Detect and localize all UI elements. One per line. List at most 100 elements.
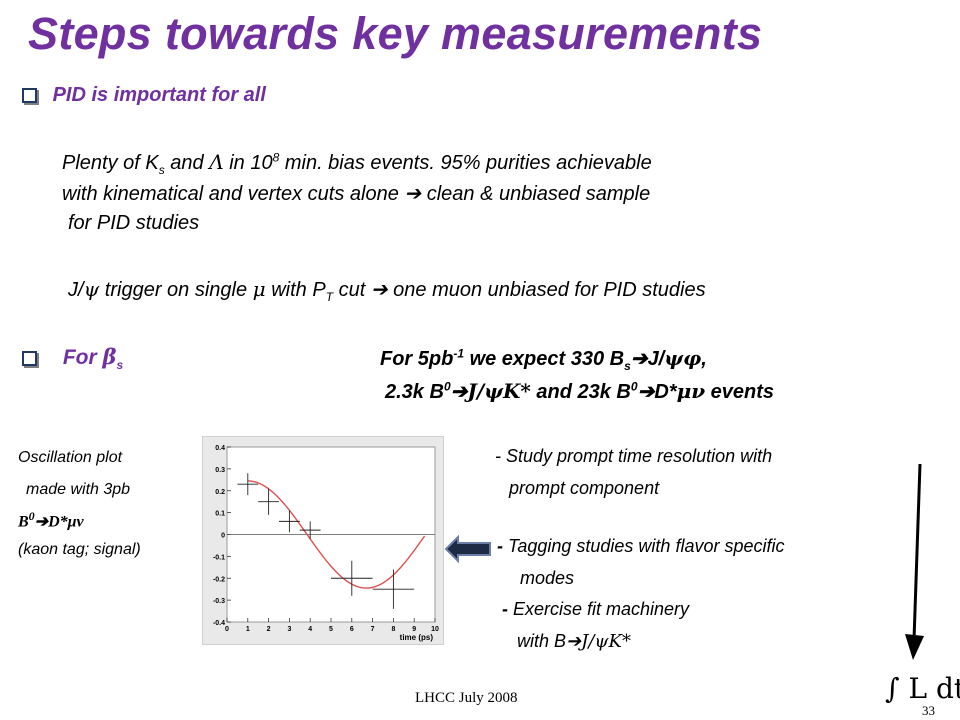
caption-line4: (kaon tag; signal) bbox=[18, 541, 141, 558]
footer-text: LHCC July 2008 bbox=[415, 690, 518, 706]
x-tick-label: 2 bbox=[267, 626, 271, 633]
x-tick-label: 10 bbox=[431, 626, 439, 633]
arrow-icon: ➔ bbox=[450, 381, 468, 403]
text-fragment: For bbox=[62, 346, 103, 369]
superscript: -1 bbox=[453, 346, 465, 361]
y-tick-label: -0.1 bbox=[213, 554, 225, 561]
subscript: s bbox=[624, 359, 631, 373]
bullet2-heading: For βs bbox=[62, 344, 124, 373]
text-fragment: D* bbox=[654, 381, 677, 403]
x-tick-label: 7 bbox=[371, 626, 375, 633]
caption-line1: Oscillation plot bbox=[18, 449, 123, 466]
text-fragment: events bbox=[705, 381, 775, 403]
bullet-box-icon bbox=[22, 350, 37, 366]
psi-phi-symbol: ψφ bbox=[664, 346, 702, 370]
luminosity-integral: ∫ L dt bbox=[885, 672, 960, 705]
arrow-icon: ➔ bbox=[370, 279, 388, 301]
x-tick-label: 8 bbox=[391, 626, 395, 633]
mu-symbol: μ bbox=[252, 277, 266, 301]
text-fragment: and bbox=[164, 152, 210, 174]
y-tick-label: -0.4 bbox=[213, 620, 225, 627]
y-tick-label: 0.4 bbox=[215, 445, 225, 452]
superscript: 0 bbox=[28, 509, 35, 523]
text-fragment: with P bbox=[265, 279, 326, 301]
decay-formula: J/ψK* bbox=[467, 379, 531, 403]
text-fragment: with B bbox=[517, 631, 567, 651]
superscript: 8 bbox=[272, 150, 280, 165]
x-tick-label: 3 bbox=[287, 626, 291, 633]
bullet2-heading-row: For βs bbox=[22, 344, 123, 372]
subscript: s bbox=[116, 358, 124, 373]
beta-symbol: β bbox=[102, 344, 117, 369]
text-fragment: D*μν bbox=[48, 513, 84, 531]
text-fragment: J/ bbox=[647, 348, 665, 370]
text-fragment: B bbox=[18, 513, 29, 531]
text-fragment: trigger on single bbox=[99, 279, 253, 301]
lambda-symbol: Λ bbox=[209, 150, 224, 174]
text-fragment: and 23k B bbox=[530, 381, 631, 403]
bullet-box-icon bbox=[22, 88, 37, 104]
x-tick-label: 9 bbox=[412, 626, 416, 633]
subscript: s bbox=[158, 163, 165, 177]
bullet1-line2: with kinematical and vertex cuts alone ➔… bbox=[62, 181, 650, 206]
text-fragment: Plenty of K bbox=[62, 152, 159, 174]
text-fragment: we expect 330 B bbox=[464, 348, 625, 370]
y-tick-label: -0.2 bbox=[213, 576, 225, 583]
text-fragment: For 5pb bbox=[380, 348, 454, 370]
text-fragment: with kinematical and vertex cuts alone bbox=[62, 183, 405, 205]
decay-formula: J/ψK* bbox=[581, 631, 631, 652]
x-tick-label: 1 bbox=[246, 626, 250, 633]
superscript: 0 bbox=[630, 379, 638, 394]
dash: - bbox=[502, 599, 513, 619]
y-tick-label: 0 bbox=[221, 533, 225, 540]
text-fragment: one muon unbiased for PID studies bbox=[387, 279, 706, 301]
arrow-icon: ➔ bbox=[566, 631, 582, 651]
bullet1-line3: for PID studies bbox=[68, 212, 200, 234]
page-number: 33 bbox=[922, 703, 935, 718]
x-tick-label: 4 bbox=[308, 626, 312, 633]
dash: - bbox=[495, 446, 506, 466]
right-item2-line2: modes bbox=[520, 568, 575, 588]
right-item3-line1: - Exercise fit machinery bbox=[502, 599, 689, 620]
right-item1-line2: prompt component bbox=[509, 478, 660, 498]
slide-title: Steps towards key measurements bbox=[28, 8, 763, 59]
bullet1-heading: PID is important for all bbox=[52, 84, 266, 106]
text-fragment: J/ bbox=[68, 279, 84, 301]
text-fragment: min. bias events. 95% purities achievabl… bbox=[279, 152, 652, 174]
text-fragment: cut bbox=[333, 279, 371, 301]
bullet1-line4: J/ψ trigger on single μ with PT cut ➔ on… bbox=[68, 277, 706, 304]
down-arrow-icon bbox=[905, 463, 924, 660]
y-tick-label: 0.3 bbox=[215, 467, 225, 474]
right-item3-line2: with B➔J/ψK* bbox=[517, 631, 631, 652]
dash: - bbox=[497, 536, 508, 556]
text-fragment: Study prompt time resolution with bbox=[506, 446, 773, 466]
oscillation-plot-svg: 0.4 0.3 0.2 0.1 0 -0.1 -0.2 -0.3 -0.4 0 1 2 3 4 5 6 7 8 9… bbox=[213, 445, 439, 642]
bullet2-expect-line2: 2.3k B0➔J/ψK* and 23k B0➔D*μν events bbox=[385, 379, 774, 404]
y-tick-label: -0.3 bbox=[213, 598, 225, 605]
bullet2-expect-line1: For 5pb-1 we expect 330 Bs➔J/ψφ, bbox=[380, 346, 707, 373]
text-fragment: clean & unbiased sample bbox=[421, 183, 651, 205]
y-tick-label: 0.1 bbox=[215, 511, 225, 518]
superscript: 0 bbox=[443, 379, 451, 394]
caption-line2: made with 3pb bbox=[26, 481, 131, 498]
bullet1-heading-row: PID is important for all bbox=[22, 84, 266, 107]
arrow-icon: ➔ bbox=[630, 348, 648, 370]
caption-line3: B0➔D*μν bbox=[18, 509, 84, 531]
arrow-icon: ➔ bbox=[404, 183, 422, 205]
right-item1-line1: - Study prompt time resolution with bbox=[495, 446, 772, 467]
oscillation-plot: 0.4 0.3 0.2 0.1 0 -0.1 -0.2 -0.3 -0.4 0 1 2 3 4 5 6 7 8 9… bbox=[202, 436, 444, 645]
pointer-arrow-icon bbox=[444, 534, 491, 564]
x-tick-label: 6 bbox=[350, 626, 354, 633]
x-tick-label: 5 bbox=[329, 626, 333, 633]
right-item2-line1: - Tagging studies with flavor specific bbox=[497, 536, 784, 557]
psi-symbol: ψ bbox=[83, 277, 100, 301]
y-tick-label: 0.2 bbox=[215, 489, 225, 496]
arrow-icon: ➔ bbox=[637, 381, 655, 403]
text-fragment: , bbox=[701, 348, 707, 370]
x-axis-label: time (ps) bbox=[400, 633, 434, 642]
bullet1-line1: Plenty of Ks and Λ in 108 min. bias even… bbox=[62, 150, 652, 177]
mu-nu-symbol: μν bbox=[676, 379, 706, 403]
text-fragment: Exercise fit machinery bbox=[513, 599, 690, 619]
text-fragment: in 10 bbox=[223, 152, 273, 174]
arrow-icon: ➔ bbox=[34, 513, 49, 531]
